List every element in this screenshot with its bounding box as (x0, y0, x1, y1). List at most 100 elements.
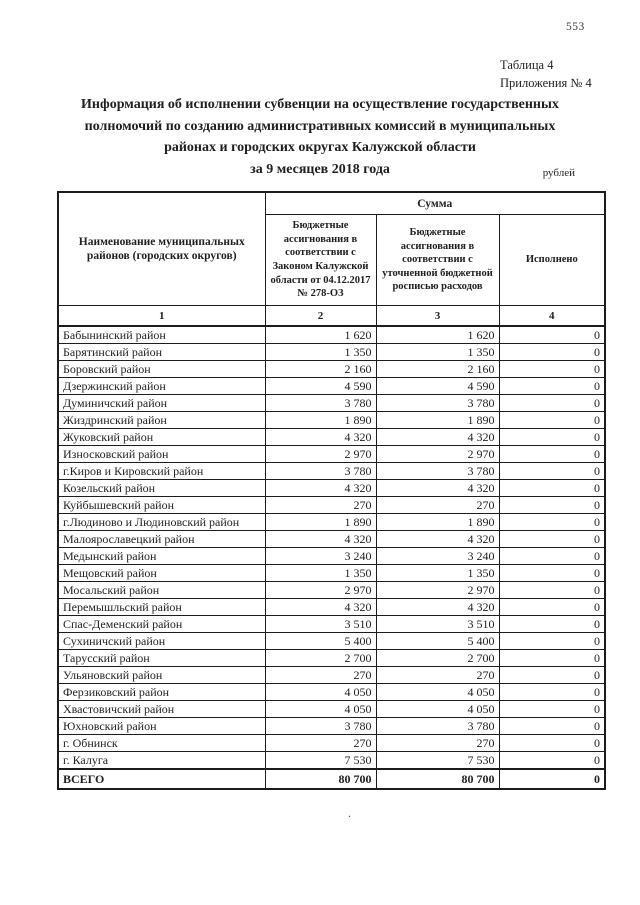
row-executed-value: 0 (498, 377, 606, 395)
column-number-4: 4 (498, 305, 606, 327)
row-executed-value: 0 (498, 683, 606, 701)
total-row: ВСЕГО 80 700 80 700 0 (57, 768, 606, 790)
table-row: Сухиничский район 5 400 5 400 0 (57, 632, 606, 650)
row-name: Боровский район (57, 360, 266, 378)
table-row: Мещовский район 1 350 1 350 0 (57, 564, 606, 582)
row-updated-value: 3 780 (375, 717, 500, 735)
row-law-value: 270 (264, 666, 377, 684)
row-executed-value: 0 (498, 325, 606, 344)
title-line-4: за 9 месяцев 2018 года (250, 161, 390, 177)
row-name: Козельский район (57, 479, 266, 497)
table-row: г.Киров и Кировский район 3 780 3 780 0 (57, 462, 606, 480)
table-row: Хвастовичский район 4 050 4 050 0 (57, 700, 606, 718)
table-row: Думиничский район 3 780 3 780 0 (57, 394, 606, 412)
title-line-3: районах и городских округах Калужской об… (164, 140, 476, 155)
row-law-value: 7 530 (264, 751, 377, 770)
row-executed-value: 0 (498, 734, 606, 752)
row-name: г.Киров и Кировский район (57, 462, 266, 480)
row-executed-value: 0 (498, 547, 606, 565)
row-updated-value: 4 320 (375, 530, 500, 548)
row-updated-value: 2 970 (375, 581, 500, 599)
row-name: Сухиничский район (57, 632, 266, 650)
units-label: рублей (542, 167, 575, 179)
column-number-2: 2 (264, 305, 377, 327)
row-name: г. Обнинск (57, 734, 266, 752)
row-law-value: 1 620 (264, 325, 377, 344)
row-executed-value: 0 (498, 632, 606, 650)
row-law-value: 3 510 (264, 615, 377, 633)
row-executed-value: 0 (498, 394, 606, 412)
total-updated-value: 80 700 (375, 768, 500, 790)
row-name: Мещовский район (57, 564, 266, 582)
table-row: Дзержинский район 4 590 4 590 0 (57, 377, 606, 395)
row-law-value: 4 320 (264, 530, 377, 548)
row-executed-value: 0 (498, 496, 606, 514)
updated-column-header: Бюджетные ассигнования в соответствии с … (375, 214, 500, 306)
row-law-value: 4 590 (264, 377, 377, 395)
table-row: Куйбышевский район 270 270 0 (57, 496, 606, 514)
row-executed-value: 0 (498, 462, 606, 480)
row-law-value: 270 (264, 496, 377, 514)
row-law-value: 3 780 (264, 717, 377, 735)
row-law-value: 1 890 (264, 411, 377, 429)
row-updated-value: 270 (375, 496, 500, 514)
column-number-row: 1 2 3 4 (57, 305, 606, 327)
row-updated-value: 7 530 (375, 751, 500, 770)
row-updated-value: 1 890 (375, 513, 500, 531)
row-law-value: 1 890 (264, 513, 377, 531)
table-row: Износковский район 2 970 2 970 0 (57, 445, 606, 463)
table-row: Козельский район 4 320 4 320 0 (57, 479, 606, 497)
row-name: Бабынинский район (57, 325, 266, 344)
row-executed-value: 0 (498, 530, 606, 548)
row-law-value: 3 240 (264, 547, 377, 565)
table-row: Тарусский район 2 700 2 700 0 (57, 649, 606, 667)
row-executed-value: 0 (498, 666, 606, 684)
row-name: Хвастовичский район (57, 700, 266, 718)
table-row: Боровский район 2 160 2 160 0 (57, 360, 606, 378)
row-name: Тарусский район (57, 649, 266, 667)
row-updated-value: 270 (375, 734, 500, 752)
row-updated-value: 1 350 (375, 343, 500, 361)
table-row: г. Обнинск 270 270 0 (57, 734, 606, 752)
row-updated-value: 2 160 (375, 360, 500, 378)
row-updated-value: 1 890 (375, 411, 500, 429)
law-column-header: Бюджетные ассигнования в соответствии с … (264, 214, 377, 306)
row-updated-value: 1 350 (375, 564, 500, 582)
title-line-1: Информация об исполнении субвенции на ос… (81, 97, 559, 112)
row-law-value: 4 050 (264, 683, 377, 701)
row-name: Юхновский район (57, 717, 266, 735)
row-name: Медынский район (57, 547, 266, 565)
row-updated-value: 3 780 (375, 394, 500, 412)
row-executed-value: 0 (498, 615, 606, 633)
title-line-2: полномочий по созданию административных … (84, 118, 556, 134)
row-updated-value: 4 050 (375, 683, 500, 701)
table-row: Ульяновский район 270 270 0 (57, 666, 606, 684)
total-label: ВСЕГО (57, 768, 266, 790)
row-updated-value: 5 400 (375, 632, 500, 650)
table-row: Юхновский район 3 780 3 780 0 (57, 717, 606, 735)
name-column-header: Наименование муниципальных районов (горо… (57, 191, 266, 306)
row-updated-value: 4 590 (375, 377, 500, 395)
footer-dot: . (348, 806, 351, 820)
row-law-value: 3 780 (264, 462, 377, 480)
row-executed-value: 0 (498, 649, 606, 667)
table-row: г.Людиново и Людиновский район 1 890 1 890… (57, 513, 606, 531)
row-executed-value: 0 (498, 513, 606, 531)
table-row: Мосальский район 2 970 2 970 0 (57, 581, 606, 599)
table-label: Таблица 4 (500, 58, 554, 72)
row-executed-value: 0 (498, 360, 606, 378)
row-name: Жуковский район (57, 428, 266, 446)
corner-labels: Таблица 4 Приложения № 4 (500, 57, 592, 92)
row-law-value: 4 050 (264, 700, 377, 718)
row-name: Жиздринский район (57, 411, 266, 429)
table-row: г. Калуга 7 530 7 530 0 (57, 751, 606, 770)
row-updated-value: 2 700 (375, 649, 500, 667)
table-row: Малоярославецкий район 4 320 4 320 0 (57, 530, 606, 548)
row-updated-value: 2 970 (375, 445, 500, 463)
column-number-3: 3 (375, 305, 500, 327)
row-executed-value: 0 (498, 428, 606, 446)
row-updated-value: 4 320 (375, 598, 500, 616)
row-name: г. Калуга (57, 751, 266, 770)
total-law-value: 80 700 (264, 768, 377, 790)
